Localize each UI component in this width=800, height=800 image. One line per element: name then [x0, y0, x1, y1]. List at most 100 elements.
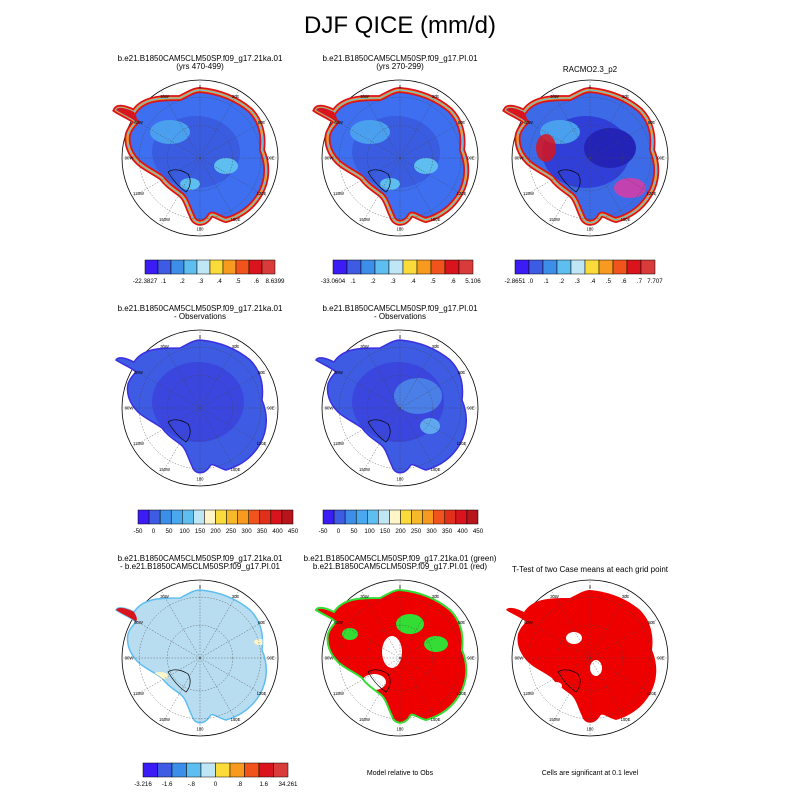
longitude-label: 90W — [325, 656, 334, 661]
colorbar-tick-label: .4 — [590, 278, 596, 285]
longitude-label: 180 — [197, 727, 205, 732]
colorbar-tick-label: .2 — [370, 278, 376, 285]
longitude-label: 120W — [133, 691, 144, 696]
colorbar-tick-label: 0 — [337, 528, 341, 535]
longitude-label: 150W — [159, 717, 170, 722]
colorbar-tick-label: -1.6 — [162, 781, 173, 788]
colorbar-box — [244, 762, 260, 778]
map-panel-1: 0 30E 60E 90E 120E 150E 180 150W 120W 90W 60W 30W — [116, 79, 279, 237]
ice-field — [315, 339, 468, 474]
colorbar-tick-label: .4 — [217, 278, 223, 285]
longitude-label: 30W — [160, 94, 169, 99]
longitude-label: 90W — [325, 406, 334, 411]
longitude-label: 150W — [159, 217, 170, 222]
colorbar-tick-label: 50 — [166, 528, 173, 535]
longitude-label: 120W — [333, 191, 344, 196]
colorbar-tick-label: .3 — [390, 278, 396, 285]
longitude-label: 30E — [232, 94, 240, 99]
longitude-label: 30W — [550, 94, 559, 99]
longitude-label: 30W — [160, 594, 169, 599]
longitude-label: 0 — [399, 85, 402, 90]
longitude-label: 150W — [549, 717, 560, 722]
longitude-label: 60E — [648, 620, 656, 625]
longitude-label: 90E — [657, 156, 665, 161]
colorbar-box — [322, 509, 335, 525]
longitude-label: 150W — [359, 217, 370, 222]
colorbar-tick-label: .5 — [235, 278, 241, 285]
longitude-label: 150E — [431, 217, 441, 222]
longitude-label: 60W — [334, 620, 343, 625]
colorbar-box — [389, 509, 401, 525]
colorbar-box — [259, 509, 272, 525]
colorbar-box — [400, 509, 412, 525]
longitude-label: 60W — [134, 370, 143, 375]
longitude-label: 90E — [467, 406, 475, 411]
colorbar-box — [466, 509, 479, 525]
colorbar-tick-label: 450 — [288, 528, 299, 535]
colorbar-tick-label: 150 — [380, 528, 391, 535]
longitude-label: 30W — [360, 94, 369, 99]
longitude-label: 0 — [199, 335, 202, 340]
longitude-label: 60W — [134, 120, 143, 125]
longitude-label: 60E — [458, 120, 466, 125]
colorbar-box — [209, 259, 224, 275]
panel-title: b.e21.B1850CAM5CLM50SP.f09_g17.PI.01- Ob… — [322, 304, 478, 321]
panel-title: b.e21.B1850CAM5CLM50SP.f09_g17.21ka.01- … — [117, 304, 283, 321]
longitude-label: 120E — [457, 441, 467, 446]
panel-title: b.e21.B1850CAM5CLM50SP.f09_g17.21ka.01 (… — [303, 554, 497, 571]
colorbar-box — [204, 509, 216, 525]
colorbar-5: -50 0 50 100 150 200 250 300 350 400 450 — [319, 509, 484, 535]
longitude-label: 90E — [267, 406, 275, 411]
colorbar-tick-label: .6 — [450, 278, 456, 285]
longitude-label: 90E — [467, 156, 475, 161]
longitude-label: 0 — [199, 85, 202, 90]
colorbar-box — [388, 259, 404, 275]
longitude-label: 150W — [159, 467, 170, 472]
map-panel-6: 0 30E 60E 90E 120E 150E 180 150W 120W 90W 60W 30W — [115, 579, 279, 737]
longitude-label: 30E — [622, 94, 630, 99]
colorbar-tick-label: 300 — [426, 528, 437, 535]
colorbar-box — [193, 509, 205, 525]
longitude-label: 150W — [359, 717, 370, 722]
colorbar-tick-label: .5 — [430, 278, 436, 285]
colorbar-box — [261, 259, 276, 275]
colorbar-tick-label: .1 — [350, 278, 356, 285]
colorbar-box — [144, 259, 159, 275]
colorbar-box — [411, 509, 423, 525]
longitude-label: 0 — [399, 335, 402, 340]
colorbar-tick-label: 200 — [210, 528, 221, 535]
colorbar-tick-label: .6 — [254, 278, 260, 285]
longitude-label: 180 — [397, 727, 405, 732]
longitude-label: 30E — [432, 594, 440, 599]
longitude-label: 30E — [232, 594, 240, 599]
longitude-label: 150W — [549, 217, 560, 222]
colorbar-2: -33.0604 .1 .2 .3 .4 .5 .6 5.106 — [321, 259, 481, 285]
colorbar-6: -3.216 -1.6 -.8 0 .8 1.6 34.261 — [134, 762, 298, 788]
longitude-label: 60E — [458, 370, 466, 375]
longitude-label: 120W — [333, 691, 344, 696]
colorbar-tick-label: -.8 — [188, 781, 196, 788]
graticule — [322, 80, 478, 236]
colorbar-tick-label: 250 — [226, 528, 237, 535]
colorbar-box — [248, 509, 261, 525]
colorbar-tick-label: .3 — [198, 278, 204, 285]
longitude-label: 120W — [333, 441, 344, 446]
panel-note: Model relative to Obs — [366, 770, 434, 777]
graticule — [322, 330, 478, 486]
colorbar-box — [273, 762, 289, 778]
longitude-label: 120E — [457, 691, 467, 696]
longitude-label: 90W — [125, 156, 134, 161]
longitude-label: 150E — [621, 217, 631, 222]
colorbar-box — [142, 762, 158, 778]
colorbar-box — [422, 509, 434, 525]
colorbar-tick-label: 300 — [241, 528, 252, 535]
longitude-label: 180 — [587, 227, 595, 232]
longitude-label: 180 — [197, 227, 205, 232]
colorbar-box — [235, 259, 250, 275]
colorbar-tick-label: -33.0604 — [321, 278, 346, 285]
colorbar-tick-label: .4 — [410, 278, 416, 285]
longitude-label: 60E — [648, 120, 656, 125]
colorbar-box — [159, 509, 172, 525]
colorbar-tick-label: 50 — [351, 528, 358, 535]
colorbar-box — [332, 259, 348, 275]
